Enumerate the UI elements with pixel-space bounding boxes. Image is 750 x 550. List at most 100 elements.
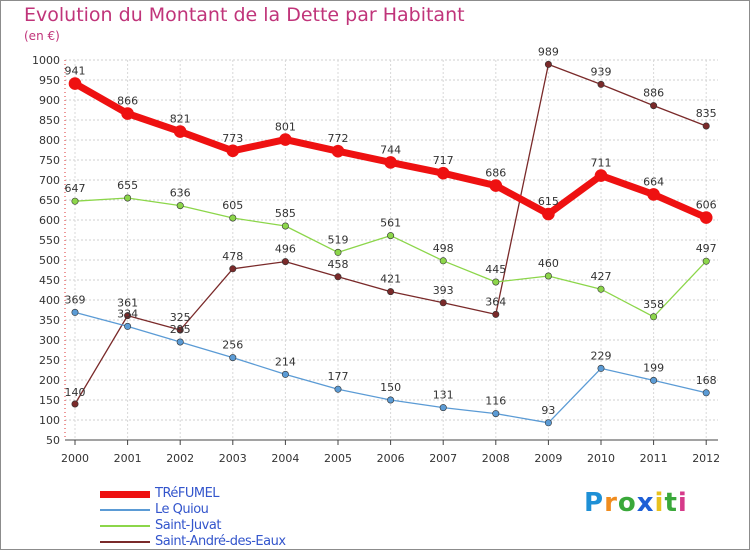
data-point <box>439 404 447 412</box>
gridlines <box>65 59 718 441</box>
data-label: 445 <box>485 263 506 276</box>
data-point <box>384 156 397 169</box>
legend-swatch <box>100 525 150 527</box>
data-label: 866 <box>117 95 138 108</box>
data-label: 941 <box>65 65 86 78</box>
y-tick-label: 750 <box>39 154 60 167</box>
data-point <box>71 308 79 316</box>
data-point <box>387 396 395 404</box>
data-point <box>331 144 345 158</box>
y-tick-label: 250 <box>39 354 60 367</box>
data-point <box>281 222 289 230</box>
legend-swatch <box>100 541 150 543</box>
data-label: 361 <box>117 297 138 310</box>
data-point <box>334 273 342 281</box>
data-label: 711 <box>591 157 612 170</box>
data-label: 214 <box>275 355 296 368</box>
data-label: 772 <box>328 132 349 145</box>
data-label: 325 <box>170 311 191 324</box>
data-label: 256 <box>222 339 243 352</box>
data-label: 393 <box>433 284 454 297</box>
x-tick-label: 2009 <box>534 452 562 465</box>
data-point <box>492 278 500 286</box>
data-label: 821 <box>170 113 191 126</box>
logo-letter: t <box>664 488 678 518</box>
data-point <box>650 313 658 321</box>
x-tick-label: 2001 <box>114 452 142 465</box>
data-point <box>702 257 710 265</box>
data-point <box>68 77 82 90</box>
data-point <box>229 214 237 222</box>
data-point <box>334 248 342 256</box>
data-label: 717 <box>433 154 454 167</box>
data-point <box>121 107 134 120</box>
y-tick-label: 850 <box>39 114 60 127</box>
data-point <box>650 102 658 110</box>
logo-letter: i <box>677 488 688 518</box>
y-tick-label: 550 <box>39 234 60 247</box>
data-point <box>489 179 503 192</box>
data-point <box>492 310 500 318</box>
data-point <box>492 410 500 418</box>
legend-label: TRéFUMEL <box>155 486 220 501</box>
data-label: 636 <box>170 187 191 200</box>
data-point <box>71 400 79 408</box>
data-label: 647 <box>65 182 86 195</box>
data-label: 116 <box>485 395 506 408</box>
x-tick-label: 2002 <box>166 452 194 465</box>
data-label: 655 <box>117 179 138 192</box>
data-point <box>647 188 660 201</box>
data-label: 519 <box>328 233 349 246</box>
proxiti-logo: Proxiti <box>584 488 688 518</box>
data-label: 498 <box>433 242 454 255</box>
data-label: 496 <box>275 243 296 256</box>
data-point <box>124 322 132 330</box>
logo-letter: x <box>636 488 655 518</box>
y-tick-label: 150 <box>39 394 60 407</box>
x-tick-label: 2007 <box>429 452 457 465</box>
data-label: 458 <box>328 258 349 271</box>
axes: 50 100 150 200 250 300 350 400 450 500 550 600 650 70… <box>32 54 720 465</box>
y-tick-label: 900 <box>39 94 60 107</box>
chart-title: Evolution du Montant de la Dette par Hab… <box>24 4 465 26</box>
data-label: 229 <box>591 349 612 362</box>
legend-label: Saint-André-des-Eaux <box>155 534 286 549</box>
data-label: 131 <box>433 389 454 402</box>
logo-letter: P <box>584 488 605 518</box>
data-point <box>176 338 184 346</box>
data-point <box>387 288 395 296</box>
y-tick-label: 50 <box>46 434 60 447</box>
data-point <box>594 169 608 182</box>
x-tick-label: 2006 <box>377 452 405 465</box>
data-point <box>279 133 292 146</box>
data-label: 686 <box>485 167 506 180</box>
data-label: 364 <box>485 295 506 308</box>
data-label: 939 <box>591 65 612 78</box>
data-label: 615 <box>538 195 559 208</box>
legend-label: Saint-Juvat <box>155 518 221 533</box>
data-point <box>597 364 605 372</box>
y-tick-label: 400 <box>39 294 60 307</box>
data-point <box>650 376 658 384</box>
plot-area <box>65 60 718 440</box>
data-label: 93 <box>541 404 555 417</box>
data-point <box>71 197 79 205</box>
data-point <box>124 312 132 320</box>
y-tick-label: 300 <box>39 334 60 347</box>
y-tick-label: 350 <box>39 314 60 327</box>
data-label: 664 <box>643 175 664 188</box>
data-point <box>544 272 552 280</box>
data-label: 460 <box>538 257 559 270</box>
data-point <box>439 299 447 307</box>
data-point <box>597 285 605 293</box>
data-label: 478 <box>222 250 243 263</box>
data-label: 835 <box>696 107 717 120</box>
x-tick-label: 2011 <box>640 452 668 465</box>
data-point <box>544 60 552 68</box>
data-point <box>281 258 289 266</box>
x-tick-label: 2000 <box>61 452 89 465</box>
data-point <box>176 202 184 210</box>
y-tick-label: 650 <box>39 194 60 207</box>
data-point <box>387 232 395 240</box>
